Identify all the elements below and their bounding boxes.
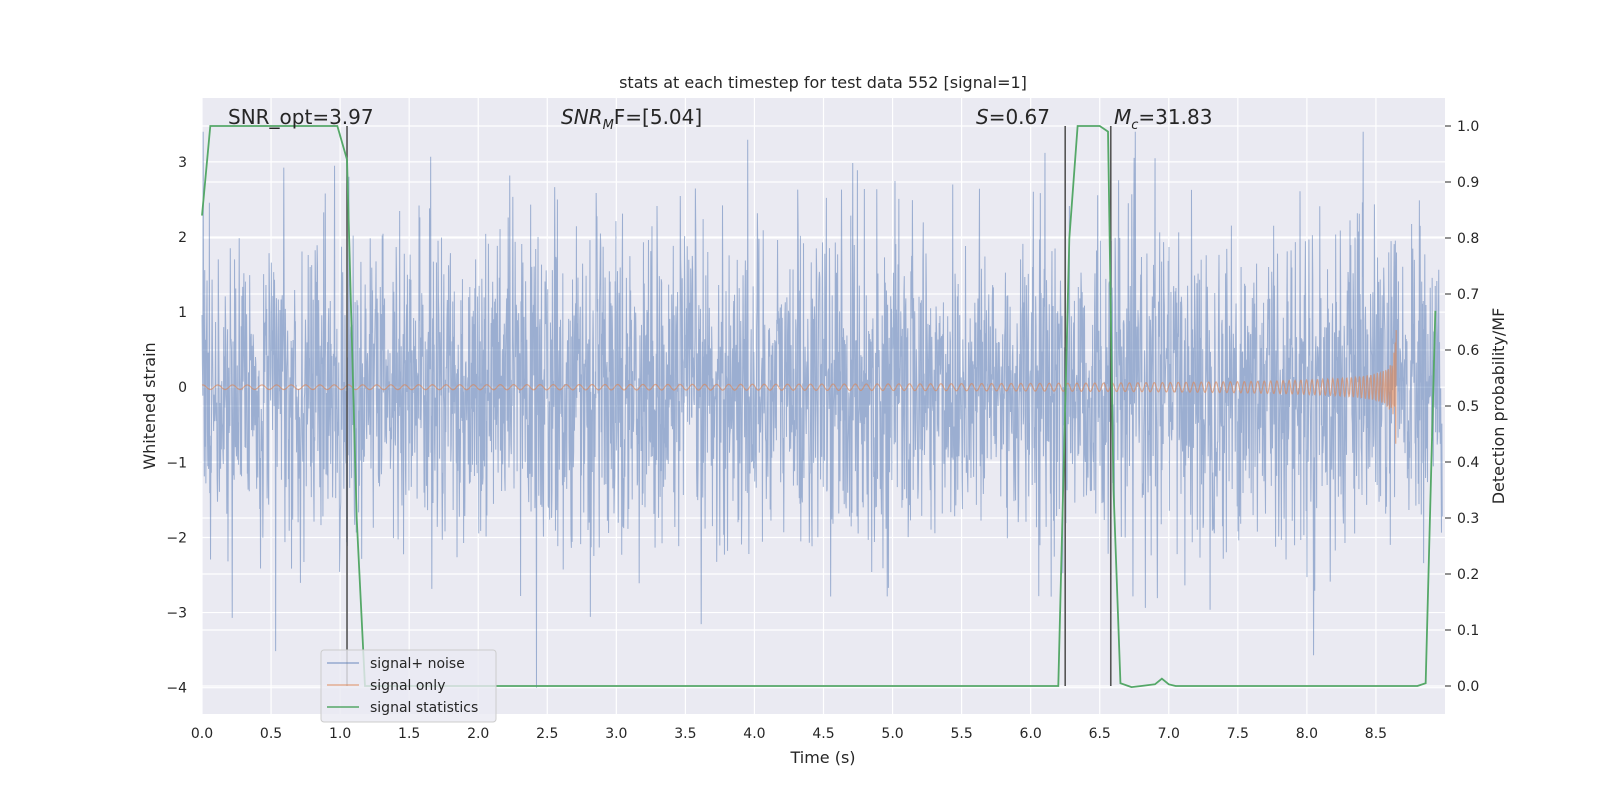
y-tick-label: 1 (178, 305, 187, 321)
x-tick-label: 7.0 (1158, 726, 1180, 742)
mc-annotation: Mc=31.83 (1114, 105, 1212, 133)
y-tick-label: 2 (178, 230, 187, 246)
x-tick-label: 2.0 (467, 726, 489, 742)
snr-mf-value: F=[5.04] (614, 105, 702, 129)
signal-statistics-line (201, 125, 1437, 689)
y-tick-label: −2 (166, 530, 187, 546)
mc-value: =31.83 (1138, 105, 1212, 129)
x-tick-label: 4.5 (812, 726, 834, 742)
y2-tick-label: 0.9 (1457, 175, 1479, 191)
snr-mf-symbol: SNR (561, 105, 603, 129)
y-tick-label: 3 (178, 155, 187, 171)
y2-tick-label: 0.3 (1457, 511, 1479, 527)
x-tick-label: 7.5 (1227, 726, 1249, 742)
x-tick-label: 4.0 (743, 726, 765, 742)
legend-label-noise: signal+ noise (370, 656, 465, 672)
mc-subscript: c (1131, 118, 1138, 133)
x-tick-label: 0.5 (260, 726, 282, 742)
y2-tick-label: 0.1 (1457, 623, 1479, 639)
x-tick-label: 0.0 (191, 726, 213, 742)
legend-label-signal: signal only (370, 678, 445, 694)
legend-label-stats: signal statistics (370, 700, 478, 716)
y-tick-label: 0 (178, 380, 187, 396)
x-tick-label: 2.5 (536, 726, 558, 742)
s-symbol: S (976, 105, 989, 129)
snr-opt-annotation: SNR_opt=3.97 (228, 105, 374, 129)
y-tick-label: −4 (166, 681, 187, 697)
y2-tick-label: 0.7 (1457, 287, 1479, 303)
y2-tick-label: 1.0 (1457, 119, 1479, 135)
y-tick-label: −3 (166, 606, 187, 622)
y2-tick-label: 0.5 (1457, 399, 1479, 415)
chart-title: stats at each timestep for test data 552… (619, 73, 1027, 92)
y-tick-label: −1 (166, 455, 187, 471)
x-tick-label: 8.0 (1296, 726, 1318, 742)
x-tick-label: 1.0 (329, 726, 351, 742)
x-tick-label: 5.0 (881, 726, 903, 742)
data-layer (201, 125, 1443, 689)
signal-only-line (201, 330, 1397, 444)
y2-tick-label: 0.8 (1457, 231, 1479, 247)
x-tick-label: 8.5 (1365, 726, 1387, 742)
y2-axis-label: Detection probability/MF (1489, 308, 1508, 505)
x-axis-label: Time (s) (789, 748, 855, 767)
y2-tick-label: 0.0 (1457, 679, 1479, 695)
mc-symbol: M (1114, 105, 1131, 129)
y-axis-label: Whitened strain (140, 342, 159, 469)
x-tick-label: 6.5 (1089, 726, 1111, 742)
signal-noise-line (201, 131, 1443, 688)
x-tick-label: 1.5 (398, 726, 420, 742)
y2-tick-label: 0.2 (1457, 567, 1479, 583)
snr-mf-subscript: M (603, 118, 614, 133)
s-annotation: S=0.67 (976, 105, 1050, 129)
legend: signal+ noise signal only signal statist… (320, 649, 497, 723)
x-tick-label: 3.0 (605, 726, 627, 742)
x-tick-label: 3.5 (674, 726, 696, 742)
x-tick-label: 6.0 (1020, 726, 1042, 742)
legend-box (320, 649, 497, 723)
y2-tick-label: 0.6 (1457, 343, 1479, 359)
x-tick-label: 5.5 (950, 726, 972, 742)
snr-mf-annotation: SNRMF=[5.04] (561, 105, 702, 133)
y2-tick-label: 0.4 (1457, 455, 1479, 471)
s-value: =0.67 (989, 105, 1050, 129)
axes-layer: 0.0 0.5 1.0 1.5 2.0 2.5 3.0 3.5 4.0 4.5 5.0 5.5 6.0 6… (166, 119, 1479, 742)
